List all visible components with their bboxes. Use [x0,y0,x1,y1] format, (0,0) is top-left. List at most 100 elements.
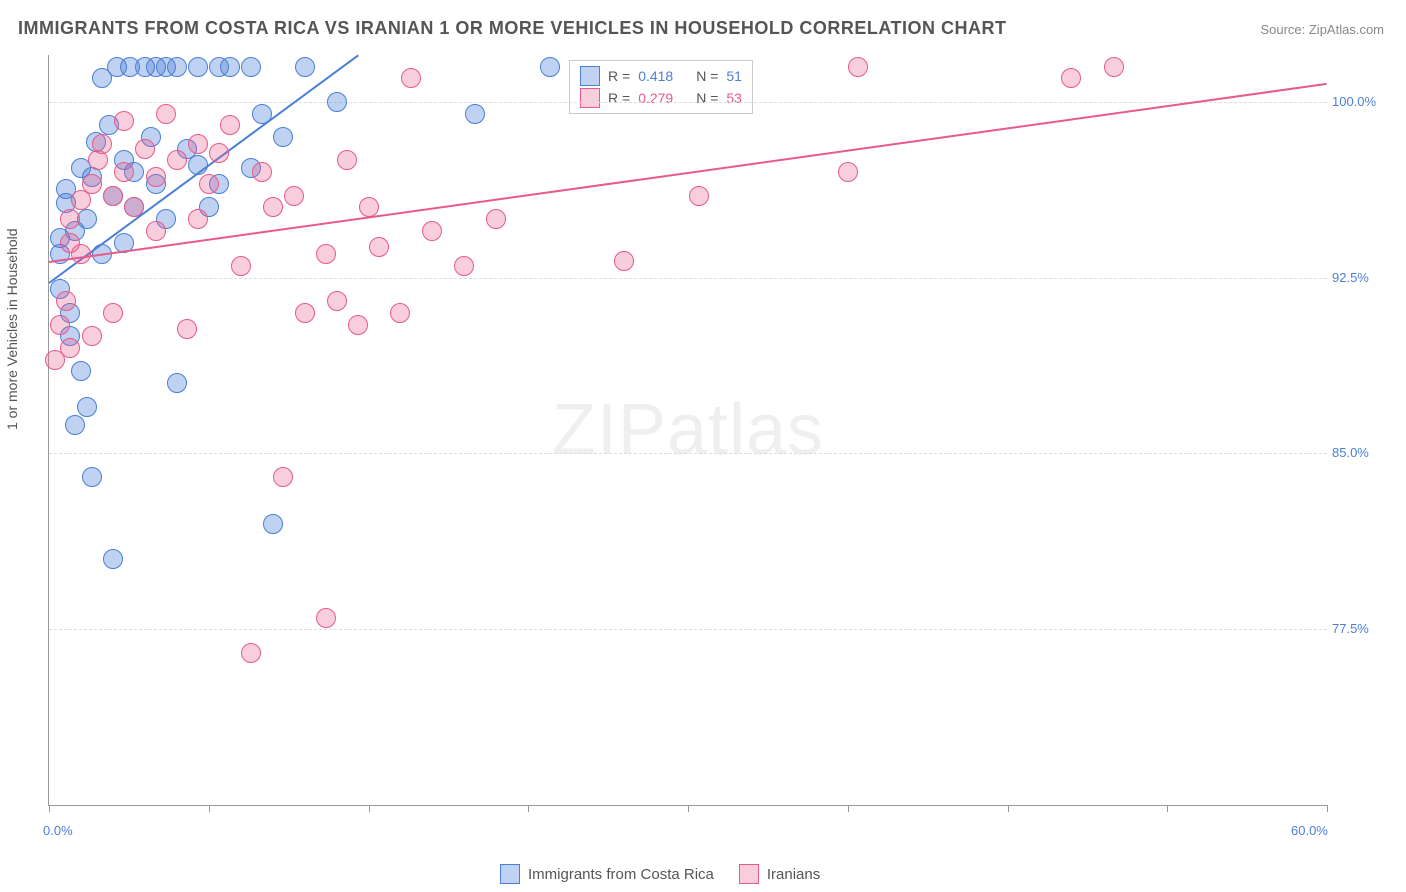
data-point [167,57,187,77]
data-point [454,256,474,276]
data-point [135,139,155,159]
data-point [103,186,123,206]
data-point [422,221,442,241]
data-point [114,111,134,131]
data-point [167,373,187,393]
data-point [60,209,80,229]
data-point [401,68,421,88]
data-point [124,197,144,217]
data-point [56,291,76,311]
x-tick [1167,805,1168,812]
data-point [103,303,123,323]
data-point [614,251,634,271]
legend-item: Iranians [739,864,820,884]
gridline [49,629,1327,630]
data-point [60,338,80,358]
x-tick [209,805,210,812]
data-point [295,57,315,77]
legend-n-label: N = [696,68,718,84]
data-point [82,174,102,194]
legend-swatch [580,66,600,86]
data-point [273,467,293,487]
legend-n-label: N = [696,90,718,106]
data-point [486,209,506,229]
x-tick [848,805,849,812]
data-point [316,608,336,628]
legend-row: R = 0.279 N = 53 [580,87,742,109]
x-tick [1327,805,1328,812]
data-point [848,57,868,77]
legend-row: R =0.418N =51 [580,65,742,87]
data-point [231,256,251,276]
series-legend: Immigrants from Costa Rica Iranians [500,864,820,884]
data-point [71,361,91,381]
data-point [273,127,293,147]
x-axis-max: 60.0% [1291,823,1328,838]
gridline [49,102,1327,103]
data-point [167,150,187,170]
x-tick [528,805,529,812]
plot-area: ZIPatlas R =0.418N =51R =0.279N =53 100.… [48,55,1327,806]
data-point [188,57,208,77]
x-tick [688,805,689,812]
data-point [263,197,283,217]
legend-n-value: 53 [726,90,742,106]
data-point [77,397,97,417]
data-point [103,549,123,569]
legend-label: Immigrants from Costa Rica [528,866,714,883]
data-point [263,514,283,534]
legend-r-value: 0.418 [638,68,688,84]
legend-n-value: 51 [726,68,742,84]
data-point [82,326,102,346]
data-point [838,162,858,182]
data-point [241,57,261,77]
data-point [156,104,176,124]
legend-item: Immigrants from Costa Rica [500,864,714,884]
y-tick-label: 100.0% [1332,94,1387,109]
data-point [71,244,91,264]
data-point [316,244,336,264]
legend-swatch [500,864,520,884]
legend-swatch [739,864,759,884]
data-point [188,209,208,229]
data-point [369,237,389,257]
data-point [77,209,97,229]
data-point [1104,57,1124,77]
data-point [284,186,304,206]
chart-title: IMMIGRANTS FROM COSTA RICA VS IRANIAN 1 … [18,18,1007,39]
data-point [177,319,197,339]
data-point [199,174,219,194]
gridline [49,453,1327,454]
data-point [359,197,379,217]
y-axis-label: 1 or more Vehicles in Household [4,228,20,430]
gridline [49,278,1327,279]
legend-r-label: R = [608,90,630,106]
data-point [337,150,357,170]
data-point [241,643,261,663]
x-tick [49,805,50,812]
data-point [188,134,208,154]
data-point [390,303,410,323]
y-tick-label: 92.5% [1332,270,1387,285]
data-point [295,303,315,323]
data-point [65,415,85,435]
data-point [114,162,134,182]
data-point [220,57,240,77]
data-point [1061,68,1081,88]
data-point [348,315,368,335]
data-point [540,57,560,77]
y-tick-label: 85.0% [1332,445,1387,460]
watermark: ZIPatlas [552,389,824,471]
legend-label: Iranians [767,866,820,883]
data-point [92,134,112,154]
data-point [209,143,229,163]
data-point [146,221,166,241]
x-tick [369,805,370,812]
legend-swatch [580,88,600,108]
legend-r-value: 0.279 [638,90,688,106]
data-point [252,162,272,182]
data-point [327,291,347,311]
data-point [146,167,166,187]
data-point [220,115,240,135]
data-point [50,315,70,335]
